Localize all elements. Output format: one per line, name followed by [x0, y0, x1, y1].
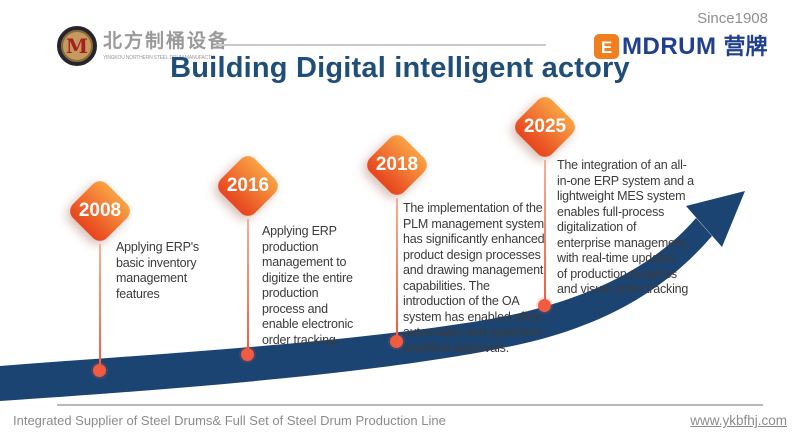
timeline-dot	[93, 364, 106, 377]
logo-monogram: M	[65, 34, 89, 58]
connector-line	[544, 160, 546, 303]
milestone-description: The implementation of the PLM management…	[403, 201, 545, 355]
since-label: Since1908	[697, 10, 768, 27]
connector-line	[99, 244, 101, 369]
year-label: 2018	[375, 154, 419, 175]
brand-tile-icon: E	[594, 34, 619, 59]
timeline-dot	[390, 335, 403, 348]
slide-title: Building Digital intelligent actory	[170, 52, 630, 84]
year-badge-2025: 2025	[511, 93, 579, 161]
brand-wordmark: MDRUM	[622, 32, 717, 60]
header-divider	[216, 44, 546, 46]
year-badge-2008: 2008	[66, 177, 134, 245]
footer-divider	[57, 404, 763, 406]
logo-seal-icon: M	[57, 26, 97, 66]
logo-caption: YINGKOU NORTHERN STEEL DRUM MANUFACTURIN…	[103, 54, 215, 61]
logo-text-column: 北方制桶设备 YINGKOU NORTHERN STEEL DRUM MANUF…	[103, 26, 229, 61]
year-badge-2018: 2018	[363, 131, 431, 199]
year-label: 2016	[226, 175, 270, 196]
milestone-description: Applying ERP production management to di…	[262, 224, 354, 347]
connector-line	[247, 219, 249, 353]
brand-suffix: 营牌	[723, 33, 768, 59]
footer-tagline: Integrated Supplier of Steel Drums& Full…	[13, 413, 446, 428]
brand-logo: E MDRUM 营牌	[594, 34, 768, 59]
milestone-description: Applying ERP's basic inventory managemen…	[116, 240, 199, 301]
year-label: 2008	[78, 200, 122, 221]
milestone-description: The integration of an all- in-one ERP sy…	[557, 158, 694, 296]
timeline-dot	[538, 299, 551, 312]
timeline-dot	[241, 348, 254, 361]
logo-company-name: 北方制桶设备	[103, 31, 230, 52]
website-link[interactable]: www.ykbfhj.com	[690, 413, 787, 428]
year-label: 2025	[523, 116, 567, 137]
company-logo: M 北方制桶设备 YINGKOU NORTHERN STEEL DRUM MAN…	[57, 26, 229, 66]
connector-line	[396, 198, 398, 338]
year-badge-2016: 2016	[214, 152, 282, 220]
